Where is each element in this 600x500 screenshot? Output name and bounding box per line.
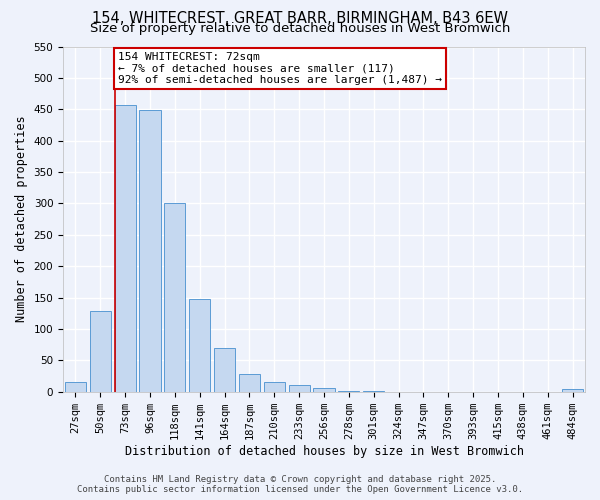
Text: Contains HM Land Registry data © Crown copyright and database right 2025.
Contai: Contains HM Land Registry data © Crown c… — [77, 474, 523, 494]
Bar — [139, 110, 161, 392]
Bar — [264, 382, 285, 392]
Text: Size of property relative to detached houses in West Bromwich: Size of property relative to detached ho… — [90, 22, 510, 35]
Text: 154 WHITECREST: 72sqm
← 7% of detached houses are smaller (117)
92% of semi-deta: 154 WHITECREST: 72sqm ← 7% of detached h… — [118, 52, 442, 84]
Bar — [115, 105, 136, 392]
Bar — [164, 204, 185, 392]
Bar — [363, 391, 384, 392]
Bar — [239, 374, 260, 392]
Bar — [562, 388, 583, 392]
Bar — [313, 388, 335, 392]
Bar — [338, 391, 359, 392]
Bar — [90, 312, 111, 392]
Bar — [65, 382, 86, 392]
Bar — [214, 348, 235, 392]
Y-axis label: Number of detached properties: Number of detached properties — [15, 116, 28, 322]
X-axis label: Distribution of detached houses by size in West Bromwich: Distribution of detached houses by size … — [125, 444, 524, 458]
Bar — [189, 299, 210, 392]
Bar — [289, 386, 310, 392]
Text: 154, WHITECREST, GREAT BARR, BIRMINGHAM, B43 6EW: 154, WHITECREST, GREAT BARR, BIRMINGHAM,… — [92, 11, 508, 26]
